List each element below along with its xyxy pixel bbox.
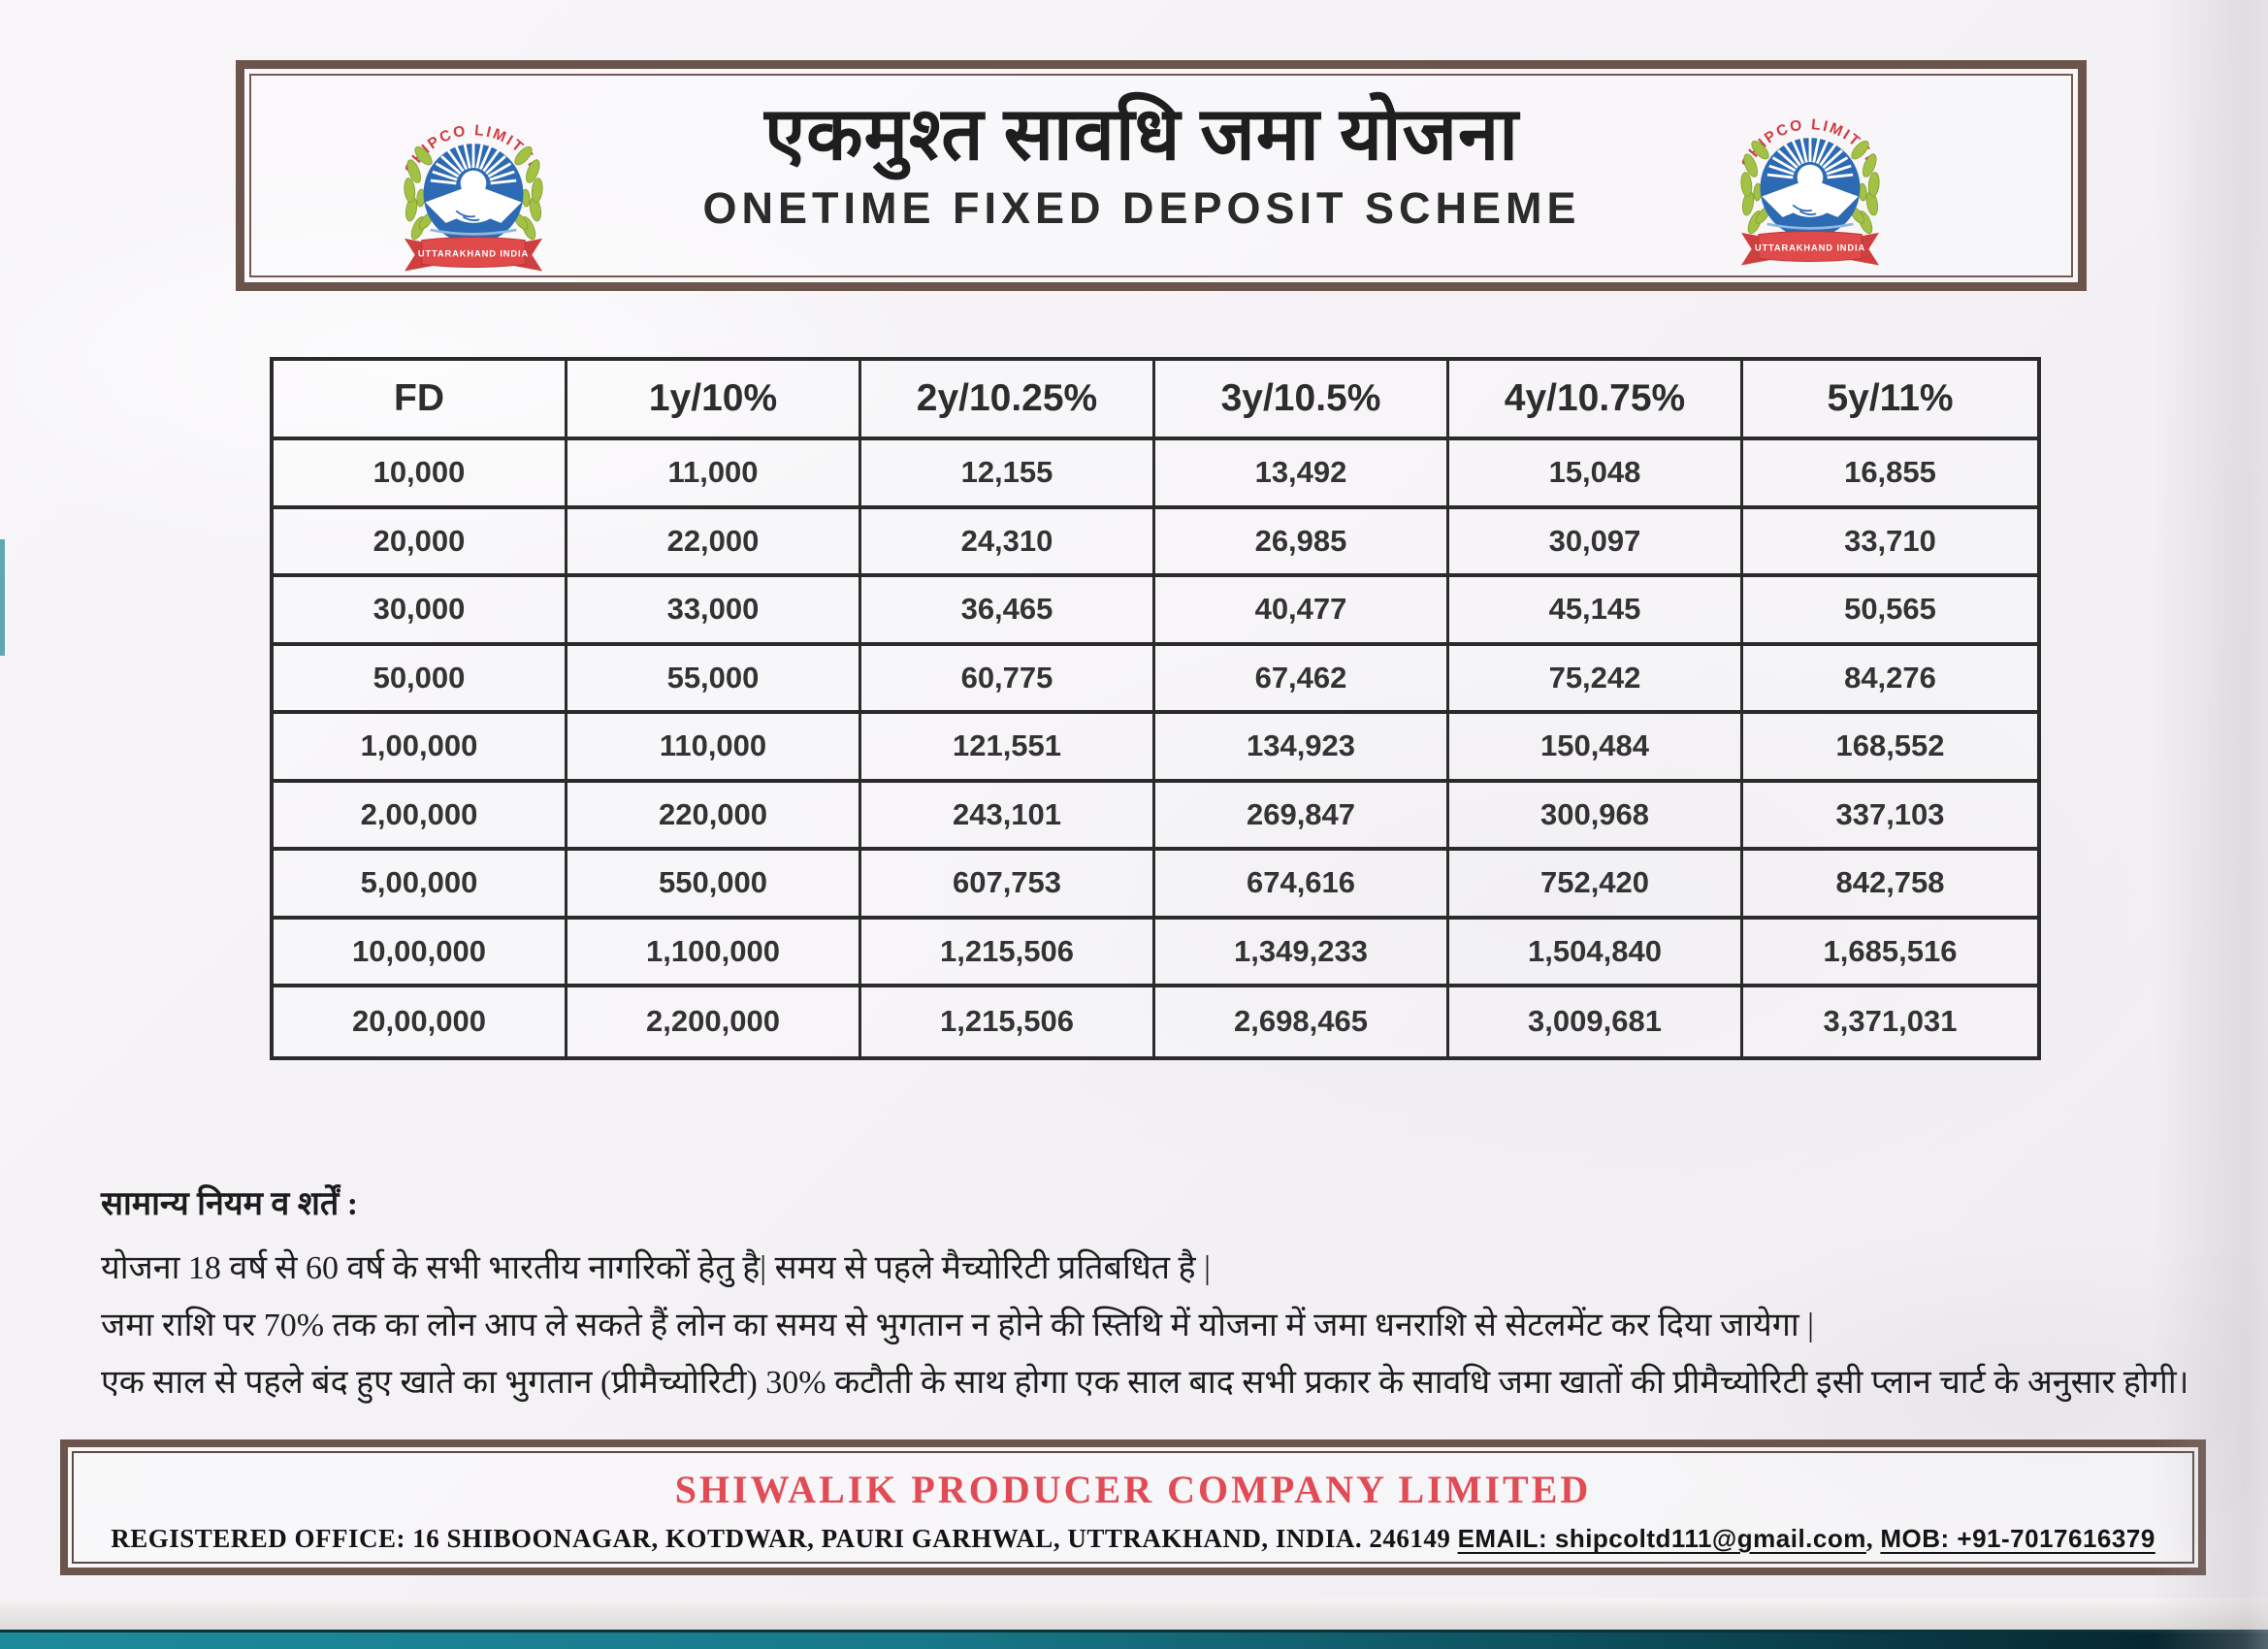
table-cell: 75,242 [1449, 645, 1743, 714]
table-cell: 3,371,031 [1823, 1004, 1958, 1039]
table-cell: 150,484 [1449, 714, 1743, 783]
table-cell: 50,565 [1743, 577, 2037, 646]
handshake-icon [425, 187, 522, 223]
table-cell: 2,698,465 [1155, 987, 1449, 1056]
table-cell: 5,00,000 [274, 851, 567, 920]
table-cell: 60,775 [861, 645, 1155, 714]
table-cell: 1,504,840 [1449, 919, 1743, 987]
table-cell: 3,009,681 [1449, 987, 1743, 1056]
table-cell: 36,465 [861, 577, 1155, 646]
table-cell: 1,100,000 [567, 919, 861, 987]
handshake-icon [1762, 181, 1859, 217]
table-cell: 1,349,233 [1155, 919, 1449, 987]
table-cell: 1,00,000 [274, 714, 567, 783]
table-cell: 12,155 [861, 440, 1155, 509]
table-cell: 30,000 [274, 577, 567, 646]
shipco-logo-right: SHIPCO LIMITED [1738, 116, 1881, 266]
header-inner-border: SHIPCO LIMITED [249, 74, 2073, 277]
table-cell: 10,00,000 [274, 919, 567, 987]
table-cell: 33,000 [567, 577, 861, 646]
terms-section: सामान्य नियम व शर्तें : योजना 18 वर्ष से… [101, 1180, 2225, 1415]
table-cell: 45,145 [1449, 577, 1743, 646]
shipco-logo-left: SHIPCO LIMITED [402, 122, 544, 272]
table-cell: 50,000 [274, 645, 567, 714]
title-hindi: एकमुश्त सावधि जमा योजना [764, 94, 1519, 176]
logo-underline [430, 228, 517, 236]
table-cell: 121,551 [861, 714, 1155, 783]
logo-underline [1766, 222, 1854, 230]
table-cell: 269,847 [1155, 782, 1449, 851]
table-cell: 22,000 [567, 508, 861, 577]
terms-line: जमा राशि पर 70% तक का लोन आप ले सकते हैं… [101, 1308, 1814, 1343]
sun-rays-icon [430, 142, 517, 197]
table-header-cell: 3y/10.5% [1155, 361, 1449, 440]
table-cell: 26,985 [1155, 508, 1449, 577]
table-cell: 550,000 [567, 851, 861, 920]
table-cell: 24,310 [861, 508, 1155, 577]
logo-ribbon-text: UTTARAKHAND INDIA [418, 248, 529, 258]
footer-inner-border: SHIWALIK PRODUCER COMPANY LIMITED REGIST… [72, 1451, 2194, 1564]
table-cell: 1,215,506 [861, 919, 1155, 987]
separator: , [1865, 1524, 1874, 1553]
scanner-bed-strip [0, 1630, 2268, 1649]
table-cell: 134,923 [1155, 714, 1449, 783]
table-cell: 40,477 [1155, 577, 1449, 646]
table-cell: 842,758 [1743, 851, 2037, 920]
table-cell: 2,200,000 [567, 987, 861, 1056]
registered-office-line: REGISTERED OFFICE: 16 SHIBOONAGAR, KOTDW… [74, 1524, 2192, 1554]
company-name: SHIWALIK PRODUCER COMPANY LIMITED [674, 1468, 1592, 1511]
table-cell: 1,215,506 [861, 987, 1155, 1056]
table-cell: 67,462 [1155, 645, 1449, 714]
scanner-edge-artifact [0, 539, 5, 656]
table-cell: 337,103 [1743, 783, 2037, 851]
table-header-cell: 4y/10.75% [1449, 361, 1743, 440]
header-box: SHIPCO LIMITED [236, 60, 2087, 291]
terms-heading: सामान्य नियम व शर्तें : [101, 1186, 359, 1222]
table-cell: 15,048 [1449, 440, 1743, 509]
email-text: EMAIL: shipcoltd111@gmail.com [1457, 1524, 1866, 1553]
terms-line: योजना 18 वर्ष से 60 वर्ष के सभी भारतीय न… [101, 1250, 1211, 1286]
table-cell: 2,00,000 [274, 782, 567, 851]
title-english: ONETIME FIXED DEPOSIT SCHEME [702, 183, 1581, 233]
table-header-cell: 1y/10% [567, 361, 861, 440]
office-address: REGISTERED OFFICE: 16 SHIBOONAGAR, KOTDW… [111, 1524, 1451, 1553]
table-cell: 752,420 [1449, 851, 1743, 920]
header-titles: एकमुश्त सावधि जमा योजना ONETIME FIXED DE… [581, 89, 1702, 234]
table-cell: 11,000 [567, 440, 861, 509]
mobile-text: MOB: +91-7017616379 [1880, 1524, 2155, 1553]
table-cell: 55,000 [567, 645, 861, 714]
table-cell: 243,101 [861, 782, 1155, 851]
table-cell: 13,492 [1155, 440, 1449, 509]
table-cell: 16,855 [1743, 440, 2037, 509]
table-header-cell: 2y/10.25% [861, 361, 1155, 440]
ribbon-banner: UTTARAKHAND INDIA [404, 237, 543, 272]
footer-box: SHIWALIK PRODUCER COMPANY LIMITED REGIST… [60, 1439, 2206, 1575]
fd-scheme-table: FD 1y/10% 2y/10.25% 3y/10.5% 4y/10.75% 5… [270, 357, 2041, 1060]
table-cell: 220,000 [567, 782, 861, 851]
table-cell: 1,685,516 [1743, 920, 2037, 987]
laurel-left-icon [1740, 140, 1770, 235]
paper-bottom-edge [0, 1599, 2268, 1630]
ribbon-banner: UTTARAKHAND INDIA [1740, 231, 1880, 266]
table-cell: 84,276 [1743, 646, 2037, 714]
terms-line: एक साल से पहले बंद हुए खाते का भुगतान (प… [101, 1365, 2189, 1401]
table-cell: 168,552 [1743, 714, 2037, 783]
table-cell: 300,968 [1449, 782, 1743, 851]
table-cell: 33,710 [1743, 509, 2037, 577]
logo-ribbon-text: UTTARAKHAND INDIA [1755, 242, 1865, 252]
table-cell: 20,000 [274, 508, 567, 577]
table-cell: 674,616 [1155, 851, 1449, 920]
table-cell: 110,000 [567, 714, 861, 783]
table-header-cell: FD [274, 361, 567, 440]
table-cell: 10,000 [274, 440, 567, 509]
table-cell: 30,097 [1449, 508, 1743, 577]
table-cell: 20,00,000 [274, 987, 567, 1056]
table-header-cell: 5y/11% [1743, 361, 2037, 440]
sun-rays-icon [1766, 136, 1854, 191]
table-cell: 607,753 [861, 851, 1155, 920]
